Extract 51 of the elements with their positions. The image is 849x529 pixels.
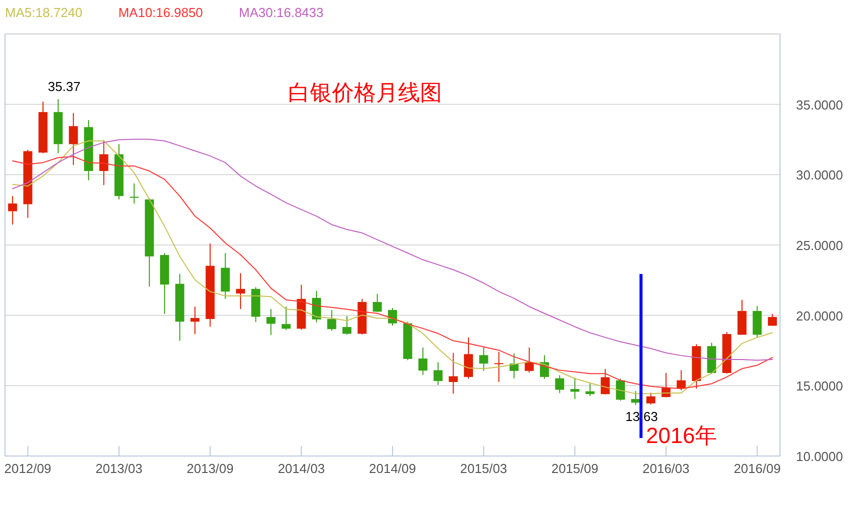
- annotation: 2016年: [646, 423, 717, 448]
- x-tick-label: 2013/09: [186, 461, 234, 476]
- text: MA30:16.8433: [238, 5, 324, 20]
- y-tick-label: 35.0000: [796, 97, 843, 112]
- candlestick: [510, 352, 519, 379]
- y-tick-label: 30.0000: [796, 168, 843, 183]
- y-tick-label: 15.0000: [796, 378, 843, 394]
- candlestick: [236, 272, 246, 310]
- y-tick-label: 25.0000: [796, 238, 843, 253]
- candlestick: [464, 336, 473, 380]
- x-tick-label: 2016/03: [642, 461, 690, 476]
- x-tick-label: 2014/03: [278, 461, 325, 476]
- candlestick: [418, 347, 428, 376]
- candlestick: [282, 306, 291, 331]
- candlestick: [372, 293, 382, 312]
- candlestick: [600, 368, 610, 395]
- candlestick: [616, 378, 625, 402]
- candlestick: [342, 316, 352, 336]
- candlestick: [434, 362, 443, 386]
- x-tick-label: 2012/09: [4, 461, 52, 476]
- text: MA10:16.9850: [118, 5, 203, 20]
- candlestick: [312, 290, 322, 323]
- y-tick-label: 20.0000: [796, 308, 843, 324]
- candlestick: [190, 306, 200, 335]
- candlestick: [555, 374, 564, 394]
- candlestick: [646, 392, 656, 405]
- candlestick: [327, 309, 336, 332]
- text: 白银价格月线图: [288, 80, 442, 105]
- candlestick: [68, 112, 78, 166]
- x-tick-label: 2015/09: [551, 461, 598, 476]
- candlestick: [266, 308, 276, 336]
- candlestick: [130, 182, 139, 204]
- candlestick: [752, 305, 762, 338]
- candlestick: [570, 377, 580, 400]
- candlestick: [494, 351, 504, 383]
- x-tick-label: 2013/03: [95, 461, 142, 476]
- x-tick-label: 2015/03: [460, 461, 508, 476]
- x-tick-label: 2016/09: [734, 461, 781, 476]
- candlestick: [99, 140, 108, 186]
- candlestick: [448, 352, 458, 394]
- candlestick: [738, 299, 747, 336]
- candlestick: [8, 196, 18, 226]
- candlestick: [524, 347, 534, 374]
- candlestick: [631, 390, 640, 406]
- candlestick: [220, 252, 230, 300]
- candlestick: [388, 308, 397, 326]
- text: MA5:18.7240: [5, 5, 82, 20]
- candlestick: [479, 347, 488, 372]
- x-tick-label: 2014/09: [369, 461, 416, 476]
- y-tick-label: 10.0000: [796, 449, 843, 464]
- text: 35.37: [48, 79, 80, 94]
